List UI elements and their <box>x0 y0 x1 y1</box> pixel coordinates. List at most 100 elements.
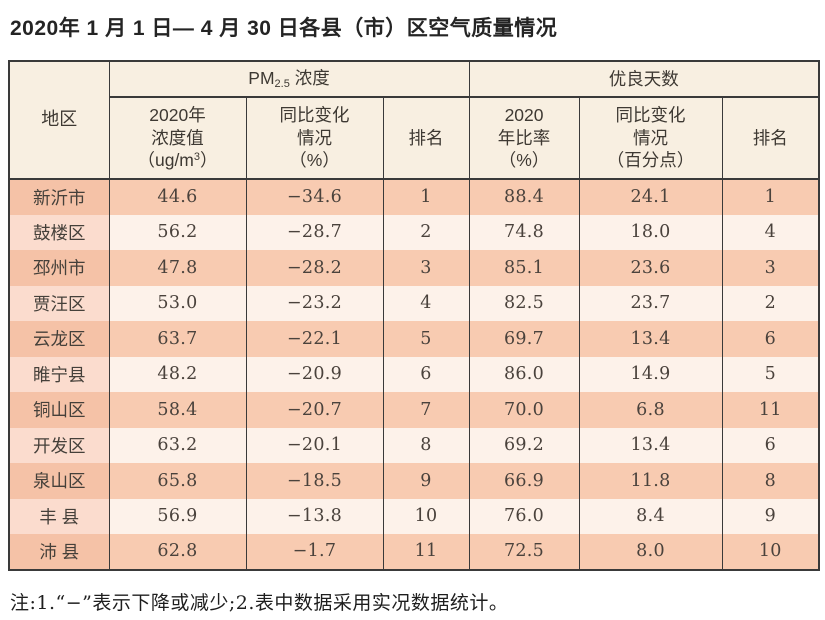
good-rank-cell: 9 <box>721 498 820 534</box>
region-cell: 云龙区 <box>8 321 110 357</box>
header-good-rank: 排名 <box>721 97 820 180</box>
pm-rank-cell: 4 <box>382 285 470 321</box>
region-cell: 开发区 <box>8 427 110 463</box>
good-rank-cell: 3 <box>721 250 820 286</box>
pm-label-subscript: 2.5 <box>274 77 290 90</box>
header-good-change-line1: 同比变化 <box>615 105 686 126</box>
good-rank-cell: 6 <box>721 321 820 357</box>
pm-change-cell: −13.8 <box>245 498 384 534</box>
good-rate-cell: 76.0 <box>468 498 580 534</box>
pm-value-cell: 63.2 <box>108 427 247 463</box>
header-pm-change-line3: （%） <box>289 150 340 171</box>
pm-value-cell: 58.4 <box>108 392 247 428</box>
pm-label-suffix: 浓度 <box>289 67 330 88</box>
header-pm-value-unit-close: ） <box>200 150 218 171</box>
good-change-cell: 14.9 <box>578 356 723 392</box>
good-rank-cell: 2 <box>721 285 820 321</box>
header-group-row: 地区 PM2.5 浓度 优良天数 <box>8 61 820 180</box>
good-change-cell: 13.4 <box>578 321 723 357</box>
pm-change-cell: −1.7 <box>245 534 384 570</box>
pm-value-cell: 56.9 <box>108 498 247 534</box>
pm-rank-cell: 2 <box>382 214 470 250</box>
good-rank-cell: 11 <box>721 392 820 428</box>
region-cell: 睢宁县 <box>8 356 110 392</box>
good-rank-cell: 5 <box>721 356 820 392</box>
header-good-rate-line2: 年比率 <box>497 127 551 148</box>
pm-value-cell: 63.7 <box>108 321 247 357</box>
good-rank-cell: 8 <box>721 463 820 499</box>
good-rate-cell: 85.1 <box>468 250 580 286</box>
header-good-change-line2: 情况 <box>633 127 669 148</box>
region-cell: 泉山区 <box>8 463 110 499</box>
table-row: 鼓楼区 56.2 −28.7 2 74.8 18.0 4 <box>8 214 820 250</box>
region-cell: 沛 县 <box>8 534 110 570</box>
table-row: 睢宁县 48.2 −20.9 6 86.0 14.9 5 <box>8 356 820 392</box>
header-pm-value-line2: 浓度值 <box>151 127 204 148</box>
good-rate-cell: 74.8 <box>468 214 580 250</box>
header-group-pm25: PM2.5 浓度 <box>108 61 470 98</box>
header-good-rate-line1: 2020 <box>504 105 544 126</box>
header-region: 地区 <box>8 61 110 180</box>
good-rate-cell: 69.7 <box>468 321 580 357</box>
pm-change-cell: −28.7 <box>245 214 384 250</box>
good-change-cell: 8.4 <box>578 498 723 534</box>
good-rank-cell: 6 <box>721 427 820 463</box>
good-rate-cell: 86.0 <box>468 356 580 392</box>
good-rate-cell: 88.4 <box>468 179 580 215</box>
header-pm-value: 2020年 浓度值 （ug/m3） <box>108 97 247 180</box>
good-change-cell: 23.6 <box>578 250 723 286</box>
table-row: 新沂市 44.6 −34.6 1 88.4 24.1 1 <box>8 179 820 215</box>
region-cell: 铜山区 <box>8 392 110 428</box>
pm-rank-cell: 8 <box>382 427 470 463</box>
table-row: 邳州市 47.8 −28.2 3 85.1 23.6 3 <box>8 250 820 286</box>
header-good-change-line3: （百分点） <box>606 150 695 171</box>
table-header: 地区 PM2.5 浓度 优良天数 2020年 浓度值 （ug/m3） 同比变化 … <box>8 61 820 180</box>
table-body: 新沂市 44.6 −34.6 1 88.4 24.1 1 鼓楼区 56.2 −2… <box>8 179 820 570</box>
table-row: 贾汪区 53.0 −23.2 4 82.5 23.7 2 <box>8 285 820 321</box>
good-change-cell: 6.8 <box>578 392 723 428</box>
region-cell: 邳州市 <box>8 250 110 286</box>
good-rate-cell: 70.0 <box>468 392 580 428</box>
header-good-rate: 2020 年比率 （%） <box>468 97 580 180</box>
header-good-change: 同比变化 情况 （百分点） <box>578 97 723 180</box>
pm-value-cell: 65.8 <box>108 463 247 499</box>
pm-rank-cell: 9 <box>382 463 470 499</box>
table-row: 开发区 63.2 −20.1 8 69.2 13.4 6 <box>8 427 820 463</box>
good-change-cell: 11.8 <box>578 463 723 499</box>
pm-value-cell: 48.2 <box>108 356 247 392</box>
region-cell: 丰 县 <box>8 498 110 534</box>
pm-change-cell: −28.2 <box>245 250 384 286</box>
header-pm-value-line1: 2020年 <box>149 105 206 126</box>
region-cell: 新沂市 <box>8 179 110 215</box>
pm-change-cell: −22.1 <box>245 321 384 357</box>
header-group-good-days: 优良天数 <box>468 61 820 98</box>
good-rate-cell: 82.5 <box>468 285 580 321</box>
pm-rank-cell: 3 <box>382 250 470 286</box>
pm-change-cell: −18.5 <box>245 463 384 499</box>
pm-rank-cell: 7 <box>382 392 470 428</box>
pm-value-cell: 44.6 <box>108 179 247 215</box>
good-change-cell: 18.0 <box>578 214 723 250</box>
header-pm-change: 同比变化 情况 （%） <box>245 97 384 180</box>
good-rank-cell: 4 <box>721 214 820 250</box>
pm-rank-cell: 11 <box>382 534 470 570</box>
header-good-rate-line3: （%） <box>498 150 550 171</box>
pm-change-cell: −34.6 <box>245 179 384 215</box>
pm-label-prefix: PM <box>248 67 275 88</box>
good-change-cell: 13.4 <box>578 427 723 463</box>
footnote: 注:1.“−”表示下降或减少;2.表中数据采用实况数据统计。 <box>10 591 509 614</box>
table-row: 云龙区 63.7 −22.1 5 69.7 13.4 6 <box>8 321 820 357</box>
pm-value-cell: 62.8 <box>108 534 247 570</box>
good-change-cell: 23.7 <box>578 285 723 321</box>
header-pm-value-unit: （ug/m <box>137 150 194 171</box>
header-pm-rank: 排名 <box>382 97 470 180</box>
pm-rank-cell: 5 <box>382 321 470 357</box>
pm-rank-cell: 10 <box>382 498 470 534</box>
header-pm-value-line3: （ug/m3） <box>112 149 244 171</box>
pm-change-cell: −20.7 <box>245 392 384 428</box>
region-cell: 贾汪区 <box>8 285 110 321</box>
good-rate-cell: 66.9 <box>468 463 580 499</box>
pm-change-cell: −20.1 <box>245 427 384 463</box>
pm-value-cell: 47.8 <box>108 250 247 286</box>
